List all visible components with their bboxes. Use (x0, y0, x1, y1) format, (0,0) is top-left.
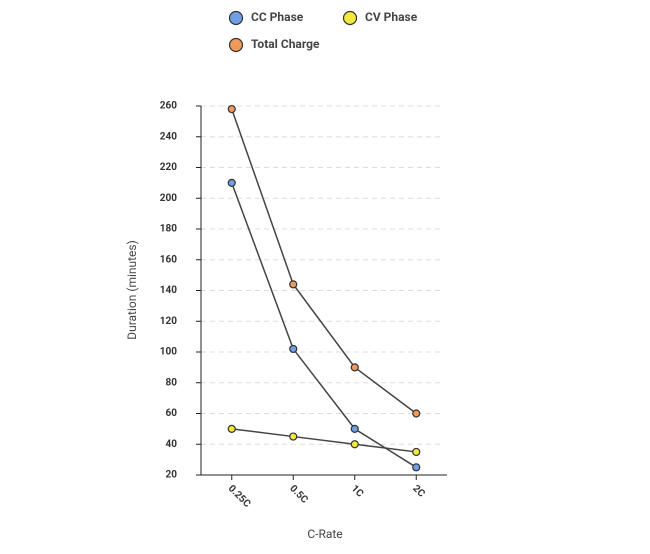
data-point (227, 178, 236, 187)
x-axis-title: C-Rate (307, 527, 342, 541)
y-tick-label: 160 (160, 254, 177, 265)
legend-label: CC Phase (251, 10, 304, 24)
legend-swatch (228, 37, 244, 53)
legend-label: CV Phase (365, 10, 418, 24)
x-tick-label: 1C (349, 483, 366, 500)
legend-swatch (228, 10, 244, 26)
data-point (350, 363, 359, 372)
data-point (412, 463, 421, 472)
series-line (231, 428, 417, 453)
data-point (289, 344, 298, 354)
data-point (289, 280, 298, 289)
data-point (350, 424, 359, 433)
y-tick-label: 100 (160, 347, 177, 358)
y-tick-label: 40 (166, 439, 178, 450)
x-tick-label: 0.5C (287, 483, 310, 506)
y-tick-label: 260 (160, 101, 177, 112)
y-tick-label: 80 (166, 377, 178, 388)
data-point (227, 424, 236, 433)
data-point (289, 432, 298, 441)
y-tick-label: 200 (160, 193, 177, 204)
y-tick-label: 220 (160, 162, 177, 173)
data-point (412, 409, 421, 418)
data-point (350, 440, 359, 449)
y-tick-label: 20 (166, 470, 178, 481)
legend-swatch (342, 10, 358, 26)
data-point (227, 104, 236, 114)
y-tick-label: 60 (166, 408, 178, 419)
data-point (412, 447, 421, 457)
y-tick-label: 140 (160, 285, 177, 296)
y-tick-label: 120 (160, 316, 177, 327)
y-axis-title: Duration (minutes) (125, 240, 139, 340)
x-tick-label: 0.25C (226, 483, 253, 510)
y-tick-label: 180 (160, 224, 177, 235)
series-line (231, 108, 417, 415)
x-tick-label: 2C (410, 483, 427, 500)
legend-label: Total Charge (251, 37, 320, 51)
y-tick-label: 240 (160, 131, 177, 142)
